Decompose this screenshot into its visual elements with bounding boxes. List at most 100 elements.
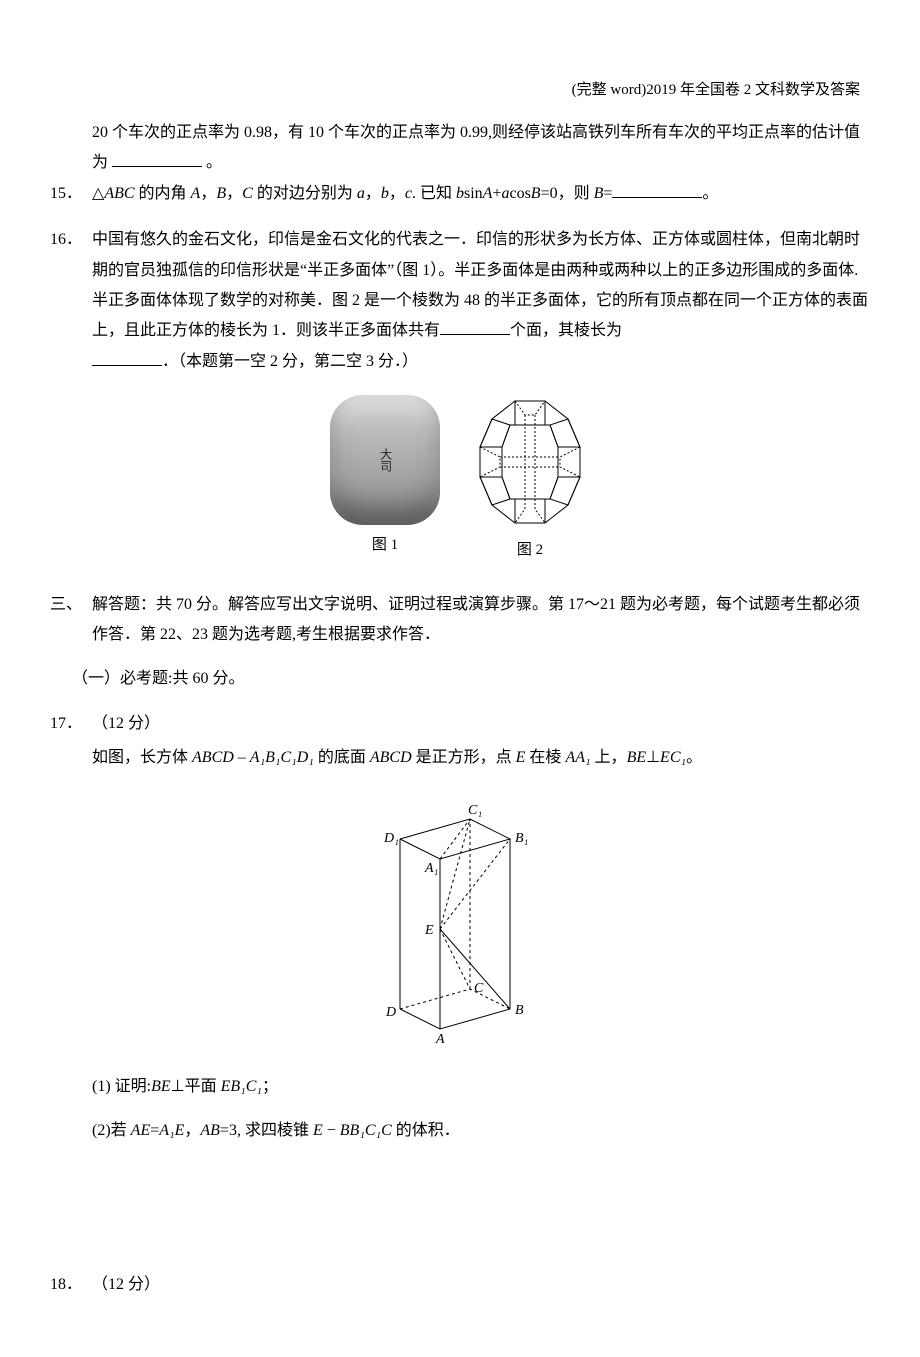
q14-blank	[112, 150, 202, 167]
q16-blank1	[440, 318, 510, 335]
A1E: A₁E	[159, 1122, 184, 1139]
t: 的对边分别为	[253, 185, 357, 202]
AE: AE	[131, 1122, 151, 1139]
perp: ⊥	[646, 749, 660, 766]
q16-blank2	[92, 349, 162, 366]
dash: −	[323, 1122, 340, 1139]
B: B	[216, 185, 226, 202]
figure-1: 大司 图 1	[330, 395, 440, 565]
t: . 已知	[412, 185, 456, 202]
q17-number: 17．	[50, 709, 92, 739]
q18-pts: （12 分）	[92, 1270, 870, 1300]
b: b	[381, 185, 389, 202]
eq0: =0，则	[541, 185, 594, 202]
q16-body: 中国有悠久的金石文化，印信是金石文化的代表之一．印信的形状多为长方体、正方体或圆…	[92, 225, 870, 377]
question-16: 16． 中国有悠久的金石文化，印信是金石文化的代表之一．印信的形状多为长方体、正…	[50, 225, 870, 377]
BB1C1C: BB₁C₁C	[340, 1122, 392, 1139]
t: (2)若	[92, 1122, 131, 1139]
b2: b	[456, 185, 464, 202]
label-C1: C₁	[468, 803, 482, 818]
q16-p2: 个面，其棱长为	[510, 322, 622, 339]
question-18: 18． （12 分）	[50, 1270, 870, 1300]
q17-pts: （12 分）	[92, 709, 870, 739]
Em: E	[313, 1122, 323, 1139]
c: c	[405, 185, 412, 202]
E: E	[516, 749, 526, 766]
A: A	[191, 185, 201, 202]
abcd2: ABCD	[370, 749, 412, 766]
question-17: 17． （12 分）	[50, 709, 870, 739]
p: 。	[702, 185, 718, 202]
t: 的内角	[135, 185, 191, 202]
q16-p3: ．（本题第一空 2 分，第二空 3 分．）	[162, 353, 418, 370]
fig1-caption: 图 1	[372, 531, 398, 560]
q17-sub1: (1) 证明:BE⊥平面 EB₁C₁；	[50, 1072, 870, 1102]
c: ，	[200, 185, 216, 202]
label-A: A	[435, 1032, 445, 1044]
abcd1: A₁B₁C₁D₁	[250, 749, 314, 766]
eq: =	[150, 1122, 159, 1139]
AA1: AA₁	[565, 749, 590, 766]
cos: cos	[509, 185, 530, 202]
section-3-sub: （一）必考题:共 60 分。	[50, 664, 870, 694]
t: 上，	[591, 749, 627, 766]
label-B1: B₁	[515, 831, 528, 846]
EC1: EC₁	[660, 749, 686, 766]
section-3: 三、 解答题：共 70 分。解答应写出文字说明、证明过程或演算步骤。第 17～2…	[50, 590, 870, 651]
t: 是正方形，点	[412, 749, 516, 766]
header-title: (完整 word)2019 年全国卷 2 文科数学及答案	[572, 78, 860, 99]
c: ，	[389, 185, 405, 202]
q16-figures: 大司 图 1	[50, 395, 870, 565]
label-D1: D₁	[383, 831, 399, 846]
label-C: C	[474, 981, 484, 996]
q16-number: 16．	[50, 225, 92, 377]
t: ⊥平面	[171, 1078, 221, 1095]
q14-continuation: 20 个车次的正点率为 0.98，有 10 个车次的正点率为 0.99,则经停该…	[50, 118, 870, 179]
t: 的体积．	[392, 1122, 460, 1139]
EB1C1: EB₁C₁	[221, 1078, 262, 1095]
q15-body: △ABC 的内角 A，B，C 的对边分别为 a，b，c. 已知 bsinA+ac…	[92, 179, 870, 209]
section-3-num: 三、	[50, 590, 92, 651]
t: 在棱	[525, 749, 565, 766]
q17-figure: D₁ C₁ B₁ A₁ E D C B A	[50, 794, 870, 1044]
label-E: E	[424, 923, 434, 938]
fig2-caption: 图 2	[517, 536, 543, 565]
t: 如图，长方体	[92, 749, 192, 766]
A2: A	[483, 185, 493, 202]
q17-sub2: (2)若 AE=A₁E，AB=3, 求四棱锥 E − BB₁C₁C 的体积．	[50, 1116, 870, 1146]
a: a	[357, 185, 365, 202]
q15-number: 15．	[50, 179, 92, 209]
BE: BE	[151, 1078, 171, 1095]
abcd: ABCD	[192, 749, 234, 766]
B3: B	[594, 185, 604, 202]
label-D: D	[385, 1005, 396, 1020]
page: (完整 word)2019 年全国卷 2 文科数学及答案 20 个车次的正点率为…	[0, 0, 920, 1357]
q14-period: 。	[206, 154, 222, 171]
content: 20 个车次的正点率为 0.98，有 10 个车次的正点率为 0.99,则经停该…	[50, 118, 870, 1301]
seal-text: 大司	[378, 448, 391, 472]
t: (1) 证明:	[92, 1078, 151, 1095]
cuboid-svg: D₁ C₁ B₁ A₁ E D C B A	[370, 794, 550, 1044]
spacer	[50, 1160, 870, 1270]
label-B: B	[515, 1003, 524, 1018]
figure-2: 图 2	[470, 395, 590, 565]
label-A1: A₁	[424, 861, 438, 876]
abc: ABC	[104, 185, 134, 202]
AB: AB	[200, 1122, 220, 1139]
eq: =	[603, 185, 612, 202]
dash: –	[234, 749, 250, 766]
c: ，	[226, 185, 242, 202]
c: ，	[184, 1122, 200, 1139]
t: =3, 求四棱锥	[220, 1122, 313, 1139]
tri: △	[92, 185, 104, 202]
q18-number: 18．	[50, 1270, 92, 1300]
sin: sin	[464, 185, 483, 202]
t: 的底面	[314, 749, 370, 766]
question-15: 15． △ABC 的内角 A，B，C 的对边分别为 a，b，c. 已知 bsin…	[50, 179, 870, 209]
t: ；	[262, 1078, 278, 1095]
q17-statement: 如图，长方体 ABCD – A₁B₁C₁D₁ 的底面 ABCD 是正方形，点 E…	[50, 743, 870, 773]
C: C	[242, 185, 253, 202]
polyhedron-svg	[470, 395, 590, 530]
seal-image: 大司	[330, 395, 440, 525]
section-3-title: 解答题：共 70 分。解答应写出文字说明、证明过程或演算步骤。第 17～21 题…	[92, 590, 870, 651]
